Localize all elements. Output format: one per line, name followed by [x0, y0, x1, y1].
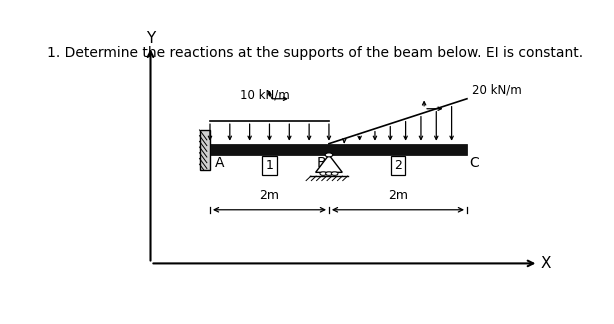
- Polygon shape: [316, 155, 342, 172]
- Text: X: X: [541, 256, 551, 271]
- Text: 2: 2: [394, 159, 402, 172]
- Text: B: B: [317, 156, 327, 170]
- Circle shape: [325, 153, 333, 157]
- Bar: [200, 130, 210, 170]
- Text: A: A: [215, 156, 224, 170]
- Text: 10 kN/m: 10 kN/m: [240, 88, 290, 101]
- Text: 1: 1: [265, 159, 273, 172]
- Bar: [210, 144, 467, 155]
- Text: 2m: 2m: [260, 189, 279, 202]
- Text: Y: Y: [146, 31, 155, 46]
- Text: 20 kN/m: 20 kN/m: [472, 83, 521, 96]
- Circle shape: [332, 172, 338, 175]
- Circle shape: [320, 172, 327, 175]
- Text: 1. Determine the reactions at the supports of the beam below. EI is constant.: 1. Determine the reactions at the suppor…: [47, 46, 583, 60]
- Text: C: C: [469, 156, 479, 170]
- Text: 2m: 2m: [388, 189, 408, 202]
- Circle shape: [325, 172, 332, 175]
